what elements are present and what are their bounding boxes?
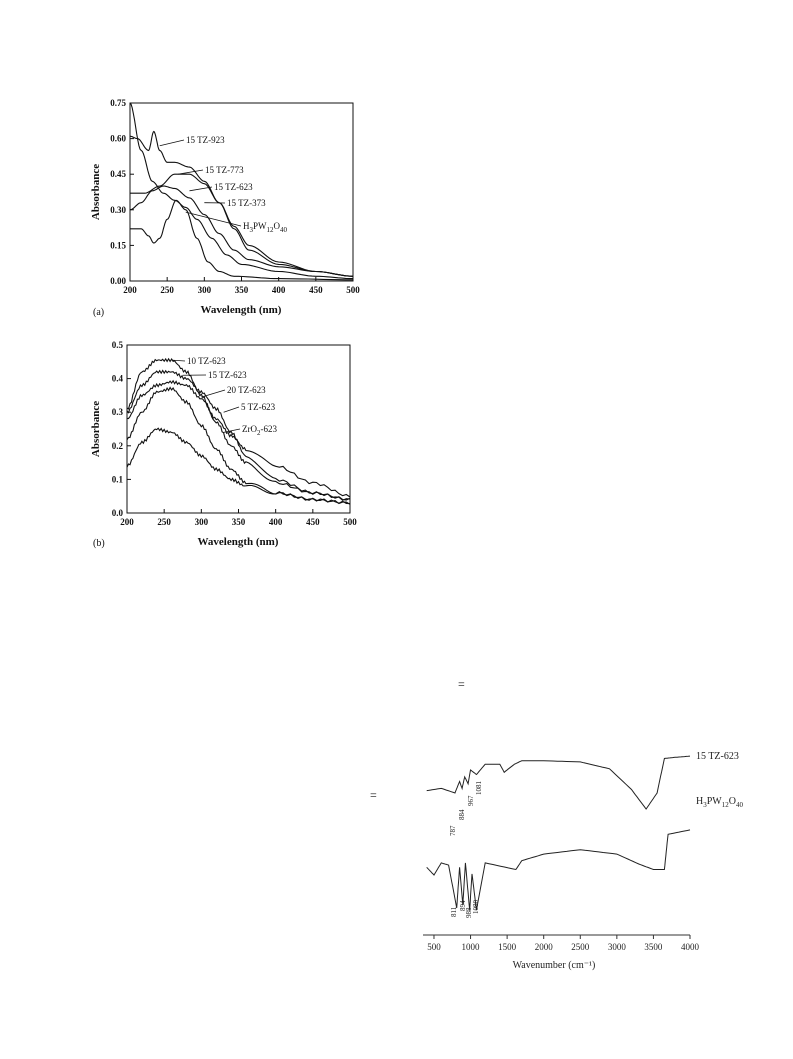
series-label: 15 TZ-923 — [186, 135, 225, 145]
series-line — [129, 130, 354, 277]
x-tick-label: 4000 — [681, 942, 700, 952]
peak-label: 988 — [465, 907, 473, 918]
series-line — [126, 379, 351, 498]
peak-label: 1080 — [472, 900, 480, 915]
x-tick-label: 200 — [120, 517, 134, 527]
panel-label-b: (b) — [93, 538, 105, 549]
x-tick-label: 400 — [269, 517, 283, 527]
series-line — [126, 427, 351, 505]
x-tick-label: 500 — [346, 285, 360, 295]
x-tick-label: 500 — [343, 517, 357, 527]
x-tick-label: 200 — [123, 285, 137, 295]
series-line — [126, 357, 351, 501]
x-tick-label: 3500 — [644, 942, 663, 952]
leader-line — [178, 169, 204, 175]
leader-line — [189, 186, 213, 192]
ir-spectrum-line — [426, 829, 691, 911]
x-tick-label: 250 — [157, 517, 171, 527]
y-tick-label: 0.75 — [110, 98, 126, 108]
x-axis-label: Wavelength (nm) — [201, 304, 282, 316]
series-line — [126, 369, 351, 501]
x-tick-label: 1500 — [498, 942, 517, 952]
series-line — [129, 102, 353, 280]
peak-label: 967 — [467, 795, 475, 806]
y-tick-label: 0.1 — [112, 474, 124, 484]
leader-line — [223, 428, 241, 433]
x-tick-label: 250 — [160, 285, 174, 295]
y-tick-label: 0.30 — [110, 205, 126, 215]
series-label: 15 TZ-773 — [205, 165, 244, 175]
series-label: 15 TZ-373 — [227, 198, 266, 208]
peak-label: 894 — [459, 900, 467, 911]
series-label: 10 TZ-623 — [187, 356, 226, 366]
ir-series-label: H3PW12O40 — [696, 796, 743, 809]
series-label: 5 TZ-623 — [241, 402, 276, 412]
peak-label: 884 — [458, 809, 466, 820]
stray-equals-mark-1: = — [458, 677, 465, 691]
x-tick-label: 450 — [306, 517, 320, 527]
ir-series-label: 15 TZ-623 — [696, 751, 739, 762]
x-tick-label: 300 — [195, 517, 209, 527]
series-label: 20 TZ-623 — [227, 385, 266, 395]
series-label: 15 TZ-623 — [208, 370, 247, 380]
peak-label: 787 — [449, 825, 457, 836]
y-tick-label: 0.45 — [110, 169, 126, 179]
x-tick-label: 500 — [427, 942, 441, 952]
series-label: H3PW12O40 — [243, 221, 288, 234]
series-line — [129, 185, 354, 277]
leader-line — [171, 359, 186, 362]
panel-label-a: (a) — [93, 307, 104, 318]
x-tick-label: 350 — [235, 285, 249, 295]
series-label: ZrO2-623 — [242, 424, 277, 437]
y-tick-label: 0.3 — [112, 407, 124, 417]
y-tick-label: 0.4 — [112, 374, 124, 384]
series-label: 15 TZ-623 — [214, 182, 253, 192]
leader-line — [201, 389, 226, 398]
x-tick-label: 450 — [309, 285, 323, 295]
leader-line — [223, 406, 240, 413]
stray-equals-mark-2: = — [370, 788, 377, 802]
y-tick-label: 0.60 — [110, 134, 126, 144]
leader-line — [159, 139, 185, 147]
x-tick-label: 2000 — [535, 942, 554, 952]
x-axis-label: Wavenumber (cm⁻¹) — [513, 960, 596, 971]
y-tick-label: 0.5 — [112, 340, 124, 350]
y-tick-label: 0.0 — [112, 508, 124, 518]
x-tick-label: 2500 — [571, 942, 590, 952]
peak-label: 811 — [450, 906, 458, 917]
ir-spectrum-line — [426, 755, 691, 810]
y-tick-label: 0.2 — [112, 441, 124, 451]
y-axis-label: Absorbance — [90, 164, 102, 220]
peak-label: 1081 — [475, 781, 483, 796]
leader-line — [185, 211, 242, 227]
y-tick-label: 0.15 — [110, 240, 126, 250]
x-axis-label: Wavelength (nm) — [198, 536, 279, 548]
x-tick-label: 300 — [198, 285, 212, 295]
x-tick-label: 350 — [232, 517, 246, 527]
x-tick-label: 400 — [272, 285, 286, 295]
x-tick-label: 3000 — [608, 942, 627, 952]
y-axis-label: Absorbance — [90, 401, 102, 457]
series-line — [130, 199, 353, 281]
y-tick-label: 0.00 — [110, 276, 126, 286]
x-tick-label: 1000 — [462, 942, 481, 952]
